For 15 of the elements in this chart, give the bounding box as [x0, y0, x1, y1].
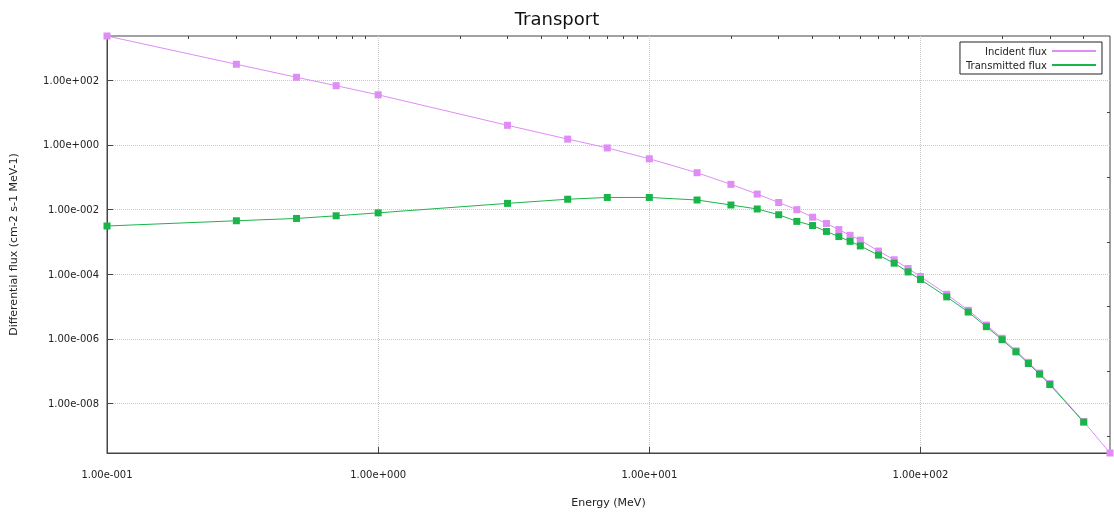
- y-axis-title: Differential flux (cm-2 s-1 MeV-1): [7, 153, 20, 336]
- y-tick-label: 1.00e+000: [43, 139, 99, 151]
- legend-label: Transmitted flux: [964, 59, 1048, 71]
- x-tick-label: 1.00e+002: [892, 468, 949, 480]
- legend-label: Incident flux: [984, 45, 1048, 57]
- x-tick-label: 1.00e-001: [81, 468, 133, 480]
- x-tick-label: 1.00e+000: [350, 468, 407, 480]
- y-tick-label: 1.00e-008: [47, 398, 99, 410]
- y-tick-label: 1.00e-004: [47, 268, 99, 280]
- y-tick-label: 1.00e+002: [43, 74, 99, 86]
- x-axis-title: Energy (MeV): [571, 496, 646, 509]
- chart-title: Transport: [513, 7, 600, 29]
- y-tick-label: 1.00e-006: [47, 333, 99, 345]
- y-tick-label: 1.00e-002: [47, 204, 99, 216]
- x-tick-label: 1.00e+001: [621, 468, 678, 480]
